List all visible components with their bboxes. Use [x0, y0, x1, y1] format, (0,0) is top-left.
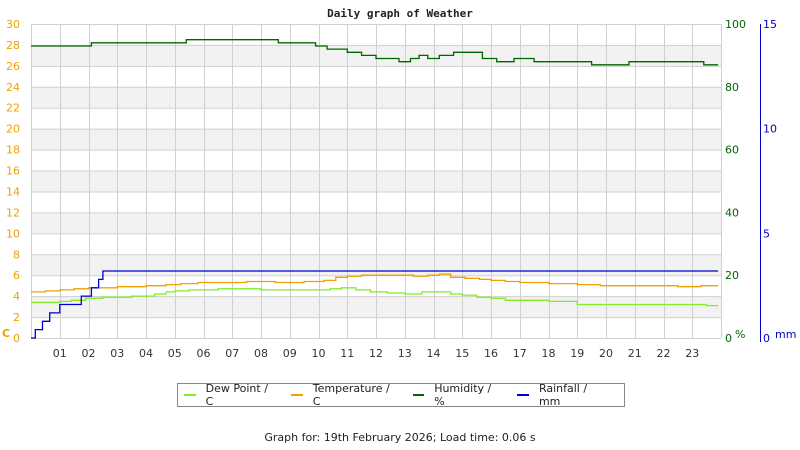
legend-item-dew-point: Dew Point / C: [184, 382, 277, 408]
humidity-axis-tick: 60: [725, 144, 739, 157]
humidity-axis-tick: 0: [725, 332, 732, 345]
temperature-swatch-icon: [291, 394, 303, 396]
x-axis-tick: 10: [312, 347, 326, 360]
rainfall-line: [31, 270, 719, 339]
x-axis-tick: 05: [168, 347, 182, 360]
x-axis-tick: 11: [340, 347, 354, 360]
left-axis-tick: 24: [6, 81, 20, 94]
x-axis-tick: 21: [628, 347, 642, 360]
x-axis-tick: 04: [139, 347, 153, 360]
temperature-line: [31, 273, 719, 293]
x-axis-tick: 14: [427, 347, 441, 360]
rain-axis-tick: 10: [763, 123, 777, 136]
left-axis-tick: 28: [6, 39, 20, 52]
rain-axis-tick: 15: [763, 18, 777, 31]
x-axis-tick: 06: [197, 347, 211, 360]
humidity-axis-tick: 100: [725, 18, 746, 31]
x-axis-tick: 12: [369, 347, 383, 360]
chart-series: [31, 39, 719, 339]
rain-axis-tick: 0: [763, 332, 770, 345]
left-axis-tick: 12: [6, 206, 20, 219]
left-axis-tick: 2: [13, 311, 20, 324]
x-axis-tick: 07: [225, 347, 239, 360]
dew-point-swatch-icon: [184, 394, 196, 396]
x-axis-tick: 16: [484, 347, 498, 360]
legend-label: Dew Point / C: [205, 382, 268, 408]
x-axis-tick: 01: [53, 347, 67, 360]
graph-footer: Graph for: 19th February 2026; Load time…: [264, 431, 536, 444]
x-axis-tick: 09: [283, 347, 297, 360]
legend-label: Humidity / %: [434, 382, 492, 408]
left-axis-tick: 26: [6, 60, 20, 73]
x-axis-tick: 03: [110, 347, 124, 360]
humidity-axis-unit: %: [735, 328, 745, 341]
left-axis-tick: 10: [6, 227, 20, 240]
humidity-line: [31, 39, 719, 66]
x-axis-tick: 19: [570, 347, 584, 360]
right-axis-humidity: 0 20 40 60 80 100%: [725, 18, 746, 345]
x-axis-tick: 22: [657, 347, 671, 360]
left-axis-tick: 8: [13, 248, 20, 261]
x-axis-tick: 13: [398, 347, 412, 360]
x-axis-tick: 18: [542, 347, 556, 360]
x-axis-tick: 23: [685, 347, 699, 360]
dew-point-line: [31, 287, 719, 307]
x-axis-tick: 17: [513, 347, 527, 360]
left-axis-tick: 14: [6, 185, 20, 198]
x-axis-tick: 15: [455, 347, 469, 360]
left-axis-tick: 6: [13, 269, 20, 282]
legend-item-temperature: Temperature / C: [291, 382, 398, 408]
left-axis-unit: C: [2, 327, 10, 340]
chart-legend: Dew Point / C Temperature / C Humidity /…: [177, 382, 625, 408]
x-axis-tick: 02: [82, 347, 96, 360]
x-axis-tick: 20: [599, 347, 613, 360]
legend-label: Rainfall / mm: [538, 382, 588, 408]
x-axis-tick: 08: [254, 347, 268, 360]
legend-label: Temperature / C: [312, 382, 390, 408]
humidity-axis-tick: 80: [725, 81, 739, 94]
humidity-swatch-icon: [412, 394, 425, 396]
left-axis-tick: 18: [6, 144, 20, 157]
chart-title: Daily graph of Weather: [327, 7, 473, 20]
humidity-axis-tick: 20: [725, 269, 739, 282]
rain-axis-tick: 5: [763, 227, 770, 240]
legend-item-humidity: Humidity / %: [412, 382, 504, 408]
humidity-axis-tick: 40: [725, 206, 739, 219]
rain-axis-unit: mm: [775, 328, 796, 341]
left-axis-tick: 4: [13, 290, 20, 303]
x-axis-hours: 01 02 03 04 05 06 07 08 09 10 11 12 13 14 15 16 17 18 19 20…: [53, 347, 700, 360]
left-axis-tick: 22: [6, 102, 20, 115]
legend-item-rainfall: Rainfall / mm: [517, 382, 610, 408]
right-axis-rainfall: 0 5 10 15 mm: [760, 18, 796, 345]
left-axis-tick: 30: [6, 18, 20, 31]
left-axis-tick: 20: [6, 123, 20, 136]
rainfall-swatch-icon: [517, 394, 529, 396]
left-axis-tick: 0: [13, 332, 20, 345]
left-axis-tick: 16: [6, 165, 20, 178]
